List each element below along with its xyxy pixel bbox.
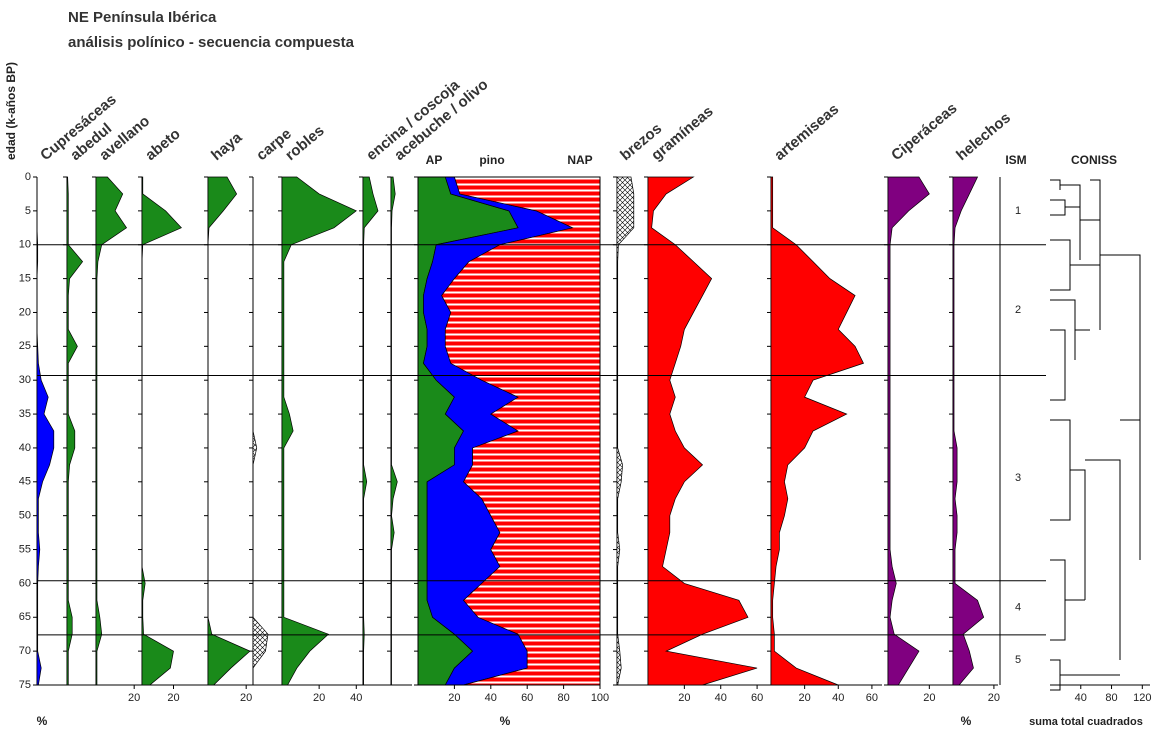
y-tick-label: 20 xyxy=(19,306,31,318)
zone-label: 5 xyxy=(1015,654,1021,666)
y-tick-label: 10 xyxy=(19,239,31,251)
y-tick-label: 65 xyxy=(19,611,31,623)
y-tick-label: 40 xyxy=(19,442,31,454)
x-tick-label: 60 xyxy=(751,692,763,704)
taxon-label: abeto xyxy=(142,125,184,164)
zone-label: 1 xyxy=(1015,205,1021,217)
y-tick-label: 35 xyxy=(19,408,31,420)
pollen-curve xyxy=(647,176,758,686)
coniss-xlabel: suma total cuadrados xyxy=(1029,716,1143,728)
x-tick-label: 20 xyxy=(988,692,1000,704)
y-tick-label: 45 xyxy=(19,476,31,488)
pollen-curve xyxy=(362,176,379,686)
unit-label: % xyxy=(500,714,511,728)
ism-title: ISM xyxy=(1005,153,1026,167)
taxon-label: Ciperáceas xyxy=(888,100,960,164)
unit-label: % xyxy=(37,714,48,728)
x-tick-label: 60 xyxy=(521,692,533,704)
x-tick-label: 40 xyxy=(350,692,362,704)
coniss-dendrogram xyxy=(1050,179,1141,691)
x-tick-label: 40 xyxy=(715,692,727,704)
y-tick-label: 30 xyxy=(19,374,31,386)
y-tick-label: 70 xyxy=(19,645,31,657)
coniss-title: CONISS xyxy=(1071,153,1117,167)
series-label: pino xyxy=(479,153,504,167)
x-tick-label: 80 xyxy=(557,692,569,704)
zone-label: 2 xyxy=(1015,304,1021,316)
x-tick-label: 40 xyxy=(485,692,497,704)
pollen-curve xyxy=(66,176,84,686)
x-tick-label: 20 xyxy=(678,692,690,704)
zone-label: 3 xyxy=(1015,472,1021,484)
series-label: NAP xyxy=(567,153,592,167)
pollen-curve xyxy=(770,176,864,686)
y-tick-label: 50 xyxy=(19,510,31,522)
y-tick-label: 55 xyxy=(19,543,31,555)
y-tick-label: 0 xyxy=(25,171,31,183)
taxon-label: artemiseas xyxy=(771,101,842,164)
x-tick-label: 100 xyxy=(591,692,609,704)
x-tick-label: 20 xyxy=(128,692,140,704)
ap-frame xyxy=(417,176,601,686)
x-tick-label: 40 xyxy=(1075,692,1087,704)
x-tick-label: 120 xyxy=(1133,692,1151,704)
x-tick-label: 20 xyxy=(799,692,811,704)
pollen-curve xyxy=(36,177,55,686)
pollen-curve xyxy=(207,176,251,686)
pollen-curve xyxy=(281,176,357,686)
chart-title: NE Península Ibérica xyxy=(68,9,217,26)
y-tick-label: 60 xyxy=(19,577,31,589)
x-tick-label: 20 xyxy=(448,692,460,704)
y-tick-label: 15 xyxy=(19,273,31,285)
x-tick-label: 60 xyxy=(866,692,878,704)
y-tick-label: 5 xyxy=(25,205,31,217)
x-tick-label: 20 xyxy=(167,692,179,704)
unit-label: % xyxy=(961,714,972,728)
taxon-label: haya xyxy=(208,129,246,164)
pollen-curve xyxy=(952,176,985,686)
y-tick-label: 75 xyxy=(19,679,31,691)
zone-label: 4 xyxy=(1015,602,1021,614)
x-tick-label: 40 xyxy=(832,692,844,704)
x-tick-label: 80 xyxy=(1105,692,1117,704)
pollen-curve xyxy=(390,176,398,686)
series-label: AP xyxy=(426,153,443,167)
x-tick-label: 20 xyxy=(923,692,935,704)
pollen-curve xyxy=(141,176,182,686)
y-tick-label: 25 xyxy=(19,340,31,352)
chart-subtitle: análisis polínico - secuencia compuesta xyxy=(68,34,355,51)
pollen-curve xyxy=(887,176,930,686)
pollen-curve xyxy=(95,176,128,686)
pollen-curve xyxy=(616,176,635,686)
y-axis-label: edad (k-años BP) xyxy=(4,62,18,160)
x-tick-label: 20 xyxy=(240,692,252,704)
pollen-curve xyxy=(252,177,269,685)
x-tick-label: 20 xyxy=(313,692,325,704)
